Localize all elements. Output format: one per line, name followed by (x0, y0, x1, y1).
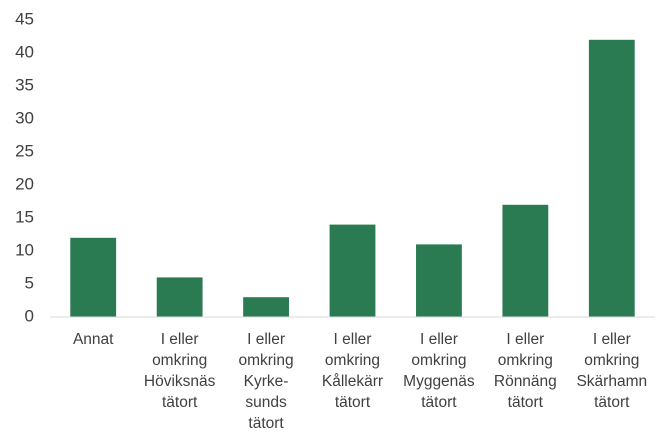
x-tick-label: I eller omkring Skärhamn tätort (576, 331, 648, 411)
y-tick-label: 0 (25, 306, 34, 325)
bar (329, 224, 376, 317)
x-tick-label: I eller omkring Höviksnäs tätort (143, 331, 216, 411)
y-tick-label: 20 (15, 174, 34, 193)
x-tick-label: I eller omkring Rönnäng tätort (493, 331, 557, 411)
y-tick-label: 35 (15, 75, 34, 94)
y-tick-label: 25 (15, 141, 34, 160)
bar (416, 244, 462, 317)
x-tick-label: I eller omkring Myggenäs tätort (403, 331, 475, 411)
x-tick-label: I eller omkring Kållekärr tätort (321, 331, 384, 411)
x-tick-label: Annat (72, 331, 114, 348)
y-tick-label: 30 (15, 108, 34, 127)
y-tick-label: 10 (15, 240, 34, 259)
y-tick-label: 45 (15, 9, 34, 28)
bar (70, 237, 117, 317)
x-tick-label: I eller omkring Kyrke- sunds tätort (238, 331, 294, 432)
y-tick-label: 15 (15, 207, 34, 226)
bar (156, 277, 203, 317)
bar (243, 297, 289, 317)
y-tick-label: 40 (15, 42, 34, 61)
bar (502, 204, 549, 317)
bar (588, 39, 635, 318)
y-tick-label: 5 (25, 273, 34, 292)
